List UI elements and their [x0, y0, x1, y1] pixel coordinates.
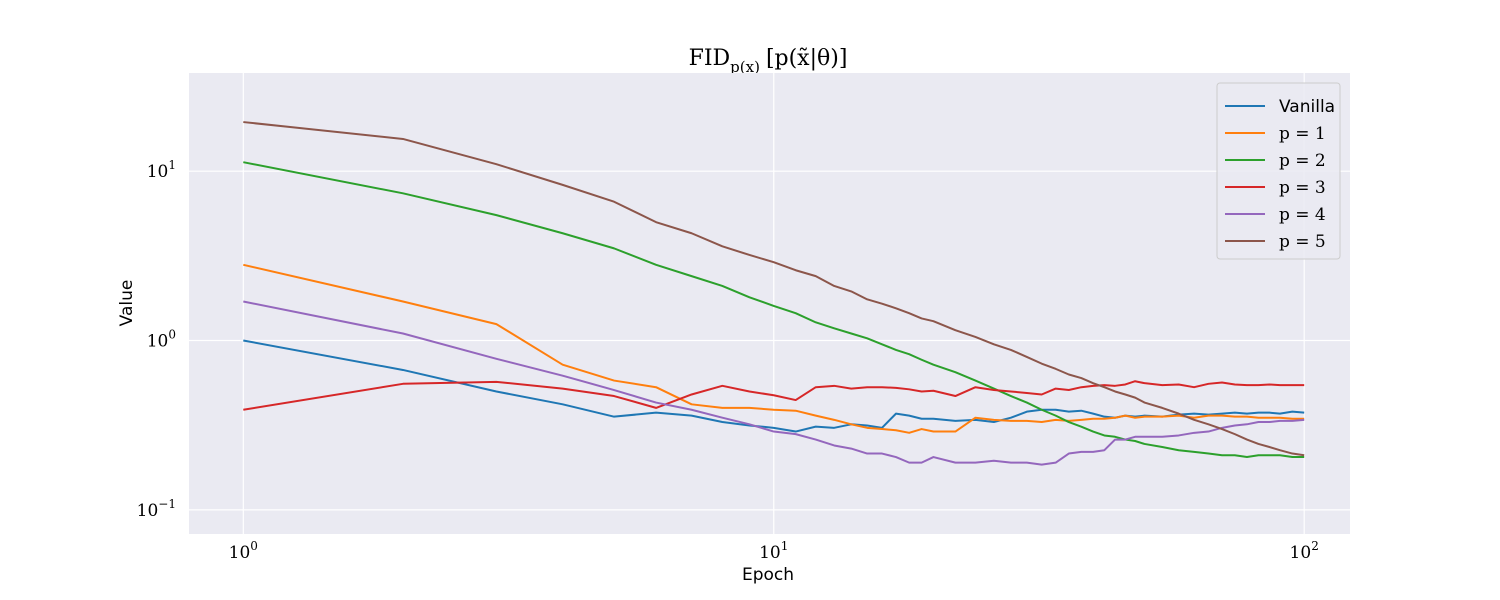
y-tick-label-exponent: −1	[158, 497, 176, 511]
series-line-4	[243, 300, 1305, 466]
y-tick-label: 100	[147, 328, 176, 352]
y-tick-label-base: 10	[137, 501, 159, 521]
legend-label: p = 5	[1279, 232, 1326, 252]
y-tick-label: 10−1	[137, 497, 176, 521]
chart-title: FIDp(x) [p(x̃|θ)]	[689, 46, 848, 76]
x-tick-label-exponent: 2	[1311, 539, 1319, 553]
x-tick-label: 101	[759, 539, 788, 563]
x-tick-label-exponent: 1	[781, 539, 789, 553]
series-line-1	[243, 263, 1305, 434]
y-tick-label: 101	[147, 158, 176, 182]
series-lines	[243, 121, 1305, 466]
x-tick-label-base: 10	[759, 543, 781, 563]
x-axis-label: Epoch	[742, 565, 794, 585]
y-tick-label-base: 10	[147, 162, 169, 182]
x-tick-label-base: 10	[229, 543, 251, 563]
y-tick-label-base: 10	[147, 332, 169, 352]
series-line-0	[243, 339, 1305, 433]
x-tick-label-base: 10	[1290, 543, 1312, 563]
x-axis-ticks: 100 101 102	[229, 539, 1319, 563]
legend: Vanilla p = 1 p = 2 p = 3 p = 4 p = 5	[1216, 82, 1341, 260]
series-line-2	[243, 161, 1305, 459]
series-line-3	[243, 380, 1305, 411]
legend-label: p = 3	[1279, 178, 1326, 198]
chart-title-rest: [p(x̃|θ)]	[766, 46, 847, 71]
x-tick-label: 102	[1290, 539, 1319, 563]
y-tick-label-exponent: 1	[168, 158, 176, 172]
legend-label: p = 4	[1279, 205, 1326, 225]
x-tick-label: 100	[229, 539, 258, 563]
gridlines	[189, 73, 1350, 534]
chart-title-main: FID	[689, 46, 731, 71]
x-tick-label-exponent: 0	[250, 539, 258, 553]
series-line-5	[243, 121, 1305, 457]
legend-label: Vanilla	[1279, 97, 1335, 117]
legend-label: p = 1	[1279, 124, 1326, 144]
y-tick-label-exponent: 0	[168, 328, 176, 342]
chart-title-sub: p(x)	[730, 58, 760, 76]
y-axis-label: Value	[117, 280, 137, 327]
legend-label: p = 2	[1279, 151, 1326, 171]
